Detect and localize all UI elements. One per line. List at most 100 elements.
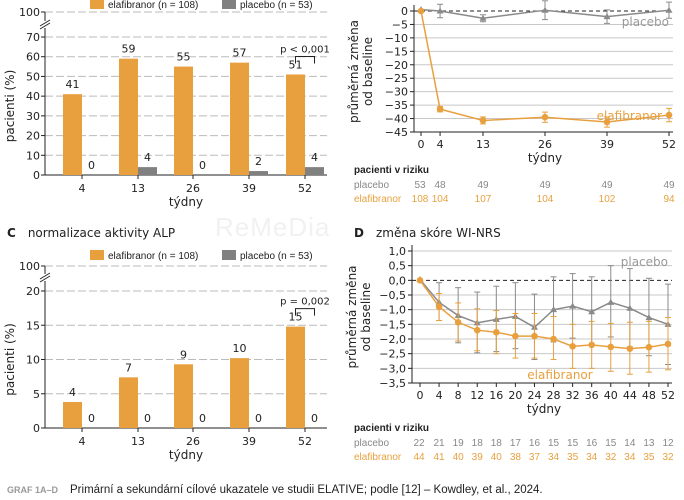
legend-swatch-placebo — [222, 0, 236, 9]
point-placebo — [479, 14, 487, 21]
y-tick-label: −10 — [385, 32, 408, 45]
p-value-annotation: p = 0,002 — [280, 297, 330, 308]
point-elafibranor — [479, 117, 487, 124]
bar-elafibranor — [174, 66, 193, 175]
risk-value-placebo: 18 — [491, 438, 503, 449]
risk-value-placebo: 49 — [477, 180, 489, 191]
x-tick-label: 4 — [79, 435, 86, 448]
y-tick-label: −5 — [392, 18, 408, 31]
bar-placebo — [305, 167, 324, 175]
point-elafibranor — [569, 343, 576, 350]
risk-value-placebo: 15 — [548, 438, 560, 449]
y-tick-label: 40 — [26, 90, 40, 103]
y-tick-label: 10 — [26, 354, 40, 367]
data-label-placebo: 4 — [144, 151, 151, 164]
risk-value-placebo: 16 — [586, 438, 598, 449]
data-label-elafibranor: 57 — [233, 47, 247, 60]
y-tick-label: 0 — [401, 5, 408, 18]
point-elafibranor — [436, 105, 444, 113]
legend-label-elafibranor: elafibranor (n = 108) — [108, 251, 198, 262]
y-axis-title-line2: od baseline — [359, 282, 373, 351]
risk-row-label-elafibranor: elafibranor — [354, 452, 402, 463]
point-elafibranor — [493, 328, 500, 336]
y-tick-label: 20 — [26, 285, 40, 298]
y-tick-label: 70 — [26, 31, 40, 44]
risk-value-elafibranor: 32 — [662, 452, 674, 463]
point-placebo — [569, 302, 577, 309]
caption-text: Primární a sekundární cílové ukazatele v… — [70, 484, 543, 496]
x-tick-label: 52 — [662, 138, 676, 151]
significance-bracket — [295, 308, 315, 316]
risk-value-elafibranor: 34 — [586, 452, 598, 463]
bar-placebo — [138, 167, 157, 175]
figure-caption: GRAF 1A–D Primární a sekundární cílové uk… — [7, 484, 543, 496]
y-tick-label: −2,0 — [379, 333, 406, 346]
risk-value-elafibranor: 34 — [548, 452, 560, 463]
point-elafibranor — [603, 118, 611, 126]
series-label-placebo: placebo — [621, 255, 668, 269]
x-tick-label: 36 — [585, 389, 599, 402]
point-elafibranor — [454, 318, 462, 326]
y-tick-label: −20 — [385, 59, 408, 72]
legend-label-elafibranor: elafibranor (n = 108) — [108, 0, 198, 11]
x-tick-label: 32 — [566, 389, 580, 402]
bar-elafibranor — [119, 58, 138, 175]
x-tick-label: 40 — [604, 389, 618, 402]
y-tick-label: −40 — [385, 113, 408, 126]
risk-value-placebo: 15 — [605, 438, 617, 449]
y-tick-label: 15 — [26, 319, 40, 332]
panel-c-letter: C — [7, 226, 16, 240]
risk-value-elafibranor: 44 — [413, 452, 425, 463]
data-label-elafibranor: 10 — [233, 342, 247, 355]
risk-value-elafibranor: 41 — [434, 452, 446, 463]
risk-value-placebo: 19 — [453, 438, 465, 449]
point-placebo — [665, 6, 673, 13]
x-tick-label: 52 — [298, 435, 312, 448]
y-tick-label: 1,0 — [389, 245, 407, 258]
risk-value-placebo: 21 — [434, 438, 446, 449]
data-label-placebo: 0 — [311, 412, 318, 425]
y-tick-label: 0,0 — [389, 274, 407, 287]
point-elafibranor — [435, 303, 443, 311]
risk-value-placebo: 49 — [539, 180, 551, 191]
point-elafibranor — [645, 343, 653, 351]
panel-d-title-text: změna skóre WI-NRS — [375, 226, 501, 240]
y-tick-label: −15 — [385, 45, 408, 58]
bar-elafibranor — [286, 74, 305, 175]
y-tick-label: −30 — [385, 86, 408, 99]
x-tick-label: 26 — [186, 435, 200, 448]
risk-value-elafibranor: 104 — [432, 194, 449, 205]
y-tick-label: −3,5 — [379, 377, 406, 390]
risk-row-label-placebo: placebo — [354, 438, 389, 449]
x-tick-label: 16 — [489, 389, 503, 402]
point-placebo — [626, 304, 634, 311]
x-tick-label: 26 — [186, 182, 200, 195]
x-tick-label: 44 — [623, 389, 637, 402]
risk-value-elafibranor: 39 — [472, 452, 484, 463]
y-tick-label: −35 — [385, 99, 408, 112]
y-tick-label: −25 — [385, 72, 408, 85]
y-tick-label: −1,5 — [379, 318, 406, 331]
point-placebo — [607, 298, 615, 305]
point-elafibranor — [473, 326, 481, 334]
point-elafibranor — [607, 343, 615, 351]
y-tick-label: −2,5 — [379, 348, 406, 361]
panel-d-letter: D — [354, 226, 364, 240]
risk-value-elafibranor: 40 — [453, 452, 465, 463]
point-placebo — [603, 13, 611, 20]
x-tick-label: 28 — [547, 389, 561, 402]
x-axis-title: týdny — [169, 195, 203, 209]
panel-c-title-text: normalizace aktivity ALP — [27, 226, 176, 240]
y-tick-label: 50 — [26, 70, 40, 83]
risk-row-label-elafibranor: elafibranor — [354, 194, 402, 205]
data-label-placebo: 0 — [88, 412, 95, 425]
point-placebo — [645, 314, 653, 321]
risk-value-elafibranor: 40 — [491, 452, 503, 463]
risk-value-elafibranor: 108 — [412, 194, 429, 205]
x-tick-label: 13 — [131, 182, 145, 195]
point-placebo — [541, 6, 549, 13]
x-tick-label: 24 — [527, 389, 541, 402]
data-label-placebo: 0 — [199, 412, 206, 425]
axis-break-mark — [39, 275, 51, 283]
x-axis-title: týdny — [527, 402, 561, 416]
